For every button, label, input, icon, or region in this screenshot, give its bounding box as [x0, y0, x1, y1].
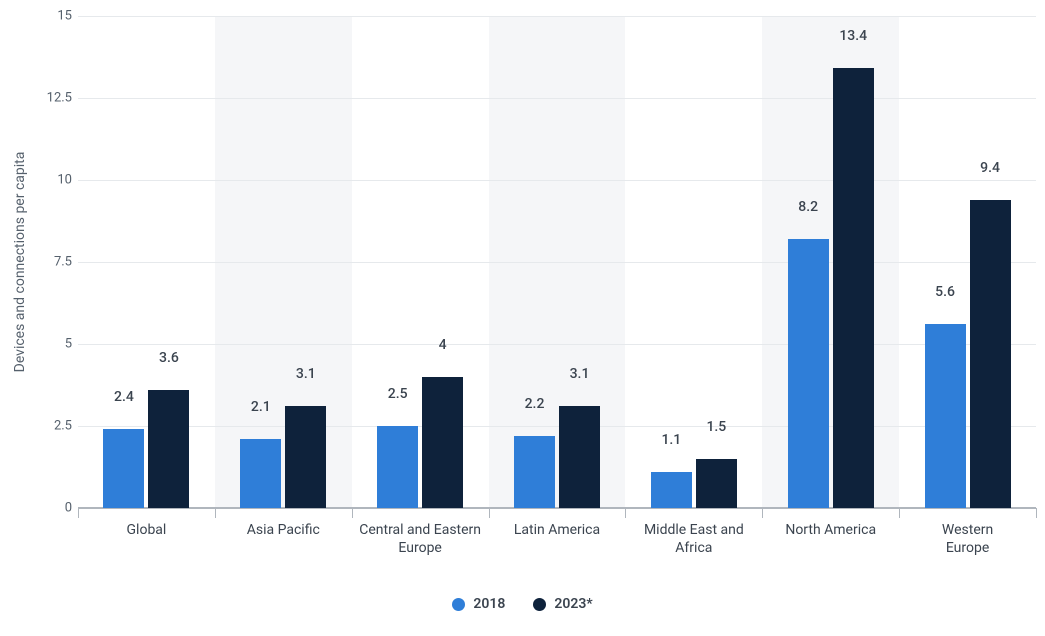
- x-category-label: Central and Eastern Europe: [355, 522, 485, 557]
- x-tick: [215, 508, 216, 518]
- y-tick-label: 7.5: [54, 255, 72, 270]
- bar-value-label: 1.1: [661, 432, 681, 452]
- gridline: [78, 180, 1036, 181]
- bar[interactable]: [422, 377, 463, 508]
- bar-value-label: 2.5: [388, 386, 408, 406]
- legend-swatch: [452, 598, 465, 611]
- bar[interactable]: [970, 200, 1011, 508]
- bar[interactable]: [925, 324, 966, 508]
- bar-value-label: 8.2: [798, 199, 818, 219]
- bar[interactable]: [559, 406, 600, 508]
- gridline: [78, 16, 1036, 17]
- bar[interactable]: [833, 68, 874, 508]
- x-category-label: Global: [127, 522, 167, 540]
- bar-value-label: 1.5: [706, 419, 726, 439]
- y-axis-title: Devices and connections per capita: [12, 132, 28, 392]
- bar[interactable]: [103, 429, 144, 508]
- legend: 2018 2023*: [0, 596, 1045, 612]
- y-tick-label: 5: [65, 337, 72, 352]
- gridline: [78, 344, 1036, 345]
- x-tick: [1036, 508, 1037, 518]
- y-tick-label: 0: [65, 501, 72, 516]
- y-tick-label: 12.5: [47, 91, 72, 106]
- plot-area: 2.4 3.6 2.1 3.1 2.5 4 2.2 3.1 1.1 1.5 8.2 13.4 5.6 9.…: [78, 16, 1036, 508]
- bar-value-label: 3.1: [570, 366, 590, 386]
- y-tick-label: 15: [57, 9, 72, 24]
- x-tick: [352, 508, 353, 518]
- bar[interactable]: [148, 390, 189, 508]
- y-tick-label: 10: [57, 173, 72, 188]
- bar[interactable]: [377, 426, 418, 508]
- bar-value-label: 2.2: [525, 396, 545, 416]
- legend-item[interactable]: 2023*: [533, 596, 592, 612]
- gridline: [78, 426, 1036, 427]
- bar[interactable]: [285, 406, 326, 508]
- bar-value-label: 2.1: [251, 399, 271, 419]
- bar-value-label: 5.6: [935, 284, 955, 304]
- bar-value-label: 13.4: [839, 28, 867, 48]
- x-category-label: Western Europe: [933, 522, 1001, 557]
- x-category-label: North America: [785, 522, 876, 540]
- chart-container: Devices and connections per capita 0 2.5 5…: [0, 0, 1045, 636]
- x-axis: Global Asia Pacific Central and Eastern Eu…: [78, 508, 1036, 588]
- bar[interactable]: [696, 459, 737, 508]
- bar[interactable]: [514, 436, 555, 508]
- x-tick: [625, 508, 626, 518]
- y-tick-label: 2.5: [54, 419, 72, 434]
- gridline: [78, 98, 1036, 99]
- bar[interactable]: [240, 439, 281, 508]
- x-tick: [78, 508, 79, 518]
- x-category-label: Latin America: [514, 522, 600, 540]
- legend-item[interactable]: 2018: [452, 596, 505, 612]
- bar-value-label: 3.6: [159, 350, 179, 370]
- gridline: [78, 262, 1036, 263]
- bar-value-label: 4: [439, 337, 447, 357]
- bar-value-label: 9.4: [980, 160, 1000, 180]
- legend-label: 2023*: [554, 596, 592, 612]
- bar[interactable]: [788, 239, 829, 508]
- x-category-label: Middle East and Africa: [629, 522, 759, 557]
- legend-swatch: [533, 598, 546, 611]
- x-tick: [899, 508, 900, 518]
- bar[interactable]: [651, 472, 692, 508]
- x-category-label: Asia Pacific: [247, 522, 320, 540]
- legend-label: 2018: [473, 596, 505, 612]
- x-tick: [762, 508, 763, 518]
- x-tick: [489, 508, 490, 518]
- bar-value-label: 2.4: [114, 389, 134, 409]
- bar-value-label: 3.1: [296, 366, 316, 386]
